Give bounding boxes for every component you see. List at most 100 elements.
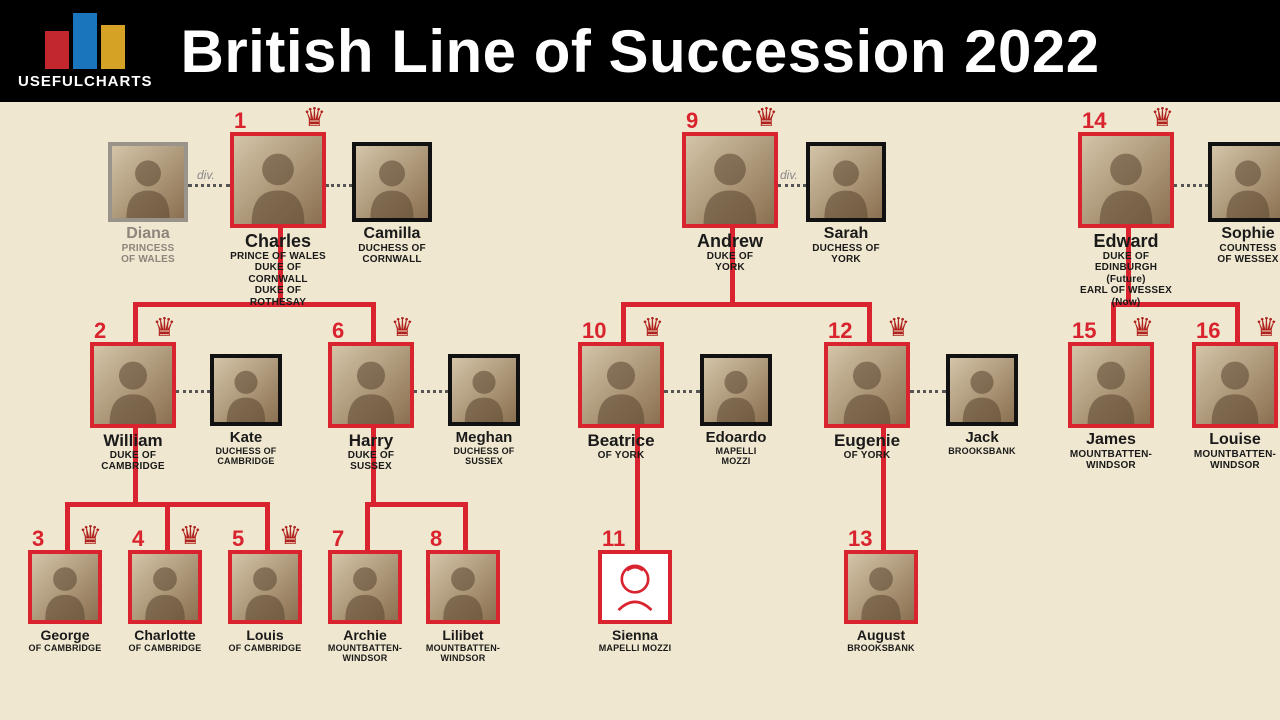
person-charlotte: 4♛CharlotteOF CAMBRIDGE [128,550,202,653]
person-subtitle: MOUNTBATTEN-WINDSOR [1194,449,1276,472]
person-subtitle: DUKE OFYORK [707,251,753,274]
marriage-connector [1174,184,1208,187]
portrait [128,550,202,624]
logo-block-gold [101,25,125,69]
person-lilibet: 8LilibetMOUNTBATTEN-WINDSOR [426,550,500,663]
person-kate: KateDUCHESS OFCAMBRIDGE [210,354,282,466]
tree-canvas: div.div.DianaPRINCESSOF WALES1♛CharlesPR… [0,102,1280,720]
crown-icon: ♛ [179,522,202,548]
connector-line [867,302,872,342]
person-name: Louis [246,628,283,643]
crown-icon: ♛ [391,314,414,340]
person-subtitle: OF CAMBRIDGE [229,643,302,653]
crown-icon: ♛ [887,314,910,340]
person-william: 2♛WilliamDUKE OFCAMBRIDGE [90,342,176,473]
person-subtitle: OF CAMBRIDGE [129,643,202,653]
person-subtitle: PRINCE OF WALESDUKE OF CORNWALLDUKE OF R… [230,251,326,309]
connector-line [621,302,869,307]
person-subtitle: MAPELLI MOZZI [599,643,672,653]
person-edward: 14♛EdwardDUKE OFEDINBURGH (Future)EARL O… [1078,132,1174,308]
marriage-connector [910,390,946,393]
person-name: Camilla [364,226,421,243]
person-diana: DianaPRINCESSOF WALES [108,142,188,266]
person-name: Kate [230,430,263,446]
rank-number: 4 [132,526,144,552]
person-subtitle: DUCHESS OFCORNWALL [358,243,426,266]
person-name: Charlotte [134,628,195,643]
portrait [598,550,672,624]
person-subtitle: MOUNTBATTEN-WINDSOR [1070,449,1152,472]
person-subtitle: DUKE OFEDINBURGH (Future)EARL OF WESSEX … [1078,251,1174,309]
portrait [230,132,326,228]
person-jack: JackBROOKSBANK [946,354,1018,456]
person-subtitle: MOUNTBATTEN-WINDSOR [328,643,402,664]
crown-icon: ♛ [1255,314,1278,340]
marriage-connector [664,390,700,393]
connector-line [65,502,70,550]
marriage-connector [188,184,230,187]
portrait [28,550,102,624]
crown-icon: ♛ [153,314,176,340]
person-august: 13AugustBROOKSBANK [844,550,918,653]
person-name: Louise [1209,432,1261,449]
person-subtitle: DUCHESS OFCAMBRIDGE [215,446,276,467]
portrait [1192,342,1278,428]
person-subtitle: OF YORK [598,450,645,462]
portrait [1068,342,1154,428]
person-subtitle: PRINCESSOF WALES [121,243,175,266]
marriage-connector [414,390,448,393]
page-title: British Line of Succession 2022 [181,17,1100,86]
portrait [328,342,414,428]
person-name: Jack [965,430,998,446]
person-name: Edward [1093,232,1158,251]
rank-number: 15 [1072,318,1096,344]
person-louis: 5♛LouisOF CAMBRIDGE [228,550,302,653]
person-eugenie: 12♛EugenieOF YORK [824,342,910,461]
rank-number: 6 [332,318,344,344]
person-name: Edoardo [706,430,767,446]
portrait [806,142,886,222]
person-beatrice: 10♛BeatriceOF YORK [578,342,664,461]
person-name: Beatrice [587,432,654,450]
person-edoardo: EdoardoMAPELLI MOZZI [700,354,772,466]
connector-line [165,502,170,550]
portrait [578,342,664,428]
portrait [228,550,302,624]
person-subtitle: DUCHESS OFYORK [812,243,880,266]
person-harry: 6♛HarryDUKE OFSUSSEX [328,342,414,473]
connector-line [1235,302,1240,342]
portrait [1078,132,1174,228]
crown-icon: ♛ [755,104,778,130]
person-name: Archie [343,628,387,643]
person-name: Harry [349,432,393,450]
person-name: Lilibet [442,628,483,643]
person-name: Andrew [697,232,763,251]
person-subtitle: OF YORK [844,450,891,462]
person-subtitle: DUKE OFSUSSEX [348,450,394,473]
person-subtitle: BROOKSBANK [948,446,1016,456]
brand-logo: USEFULCHARTS [18,13,153,90]
portrait [824,342,910,428]
logo-block-blue [73,13,97,69]
crown-icon: ♛ [1131,314,1154,340]
person-subtitle: MOUNTBATTEN-WINDSOR [426,643,500,664]
person-subtitle: COUNTESSOF WESSEX [1217,243,1278,266]
crown-icon: ♛ [641,314,664,340]
person-james: 15♛JamesMOUNTBATTEN-WINDSOR [1068,342,1154,472]
person-name: George [40,628,89,643]
logo-blocks [45,13,125,69]
brand-text: USEFULCHARTS [18,73,153,90]
person-sarah: SarahDUCHESS OFYORK [806,142,886,266]
rank-number: 11 [602,526,625,552]
crown-icon: ♛ [303,104,326,130]
person-sophie: SophieCOUNTESSOF WESSEX [1208,142,1280,266]
person-andrew: 9♛AndrewDUKE OFYORK [682,132,778,274]
rank-number: 3 [32,526,44,552]
rank-number: 14 [1082,108,1106,134]
rank-number: 16 [1196,318,1220,344]
divorce-label: div. [197,168,215,182]
portrait [1208,142,1280,222]
person-charles: 1♛CharlesPRINCE OF WALESDUKE OF CORNWALL… [230,132,326,308]
person-name: James [1086,432,1136,449]
person-name: Meghan [456,430,513,446]
